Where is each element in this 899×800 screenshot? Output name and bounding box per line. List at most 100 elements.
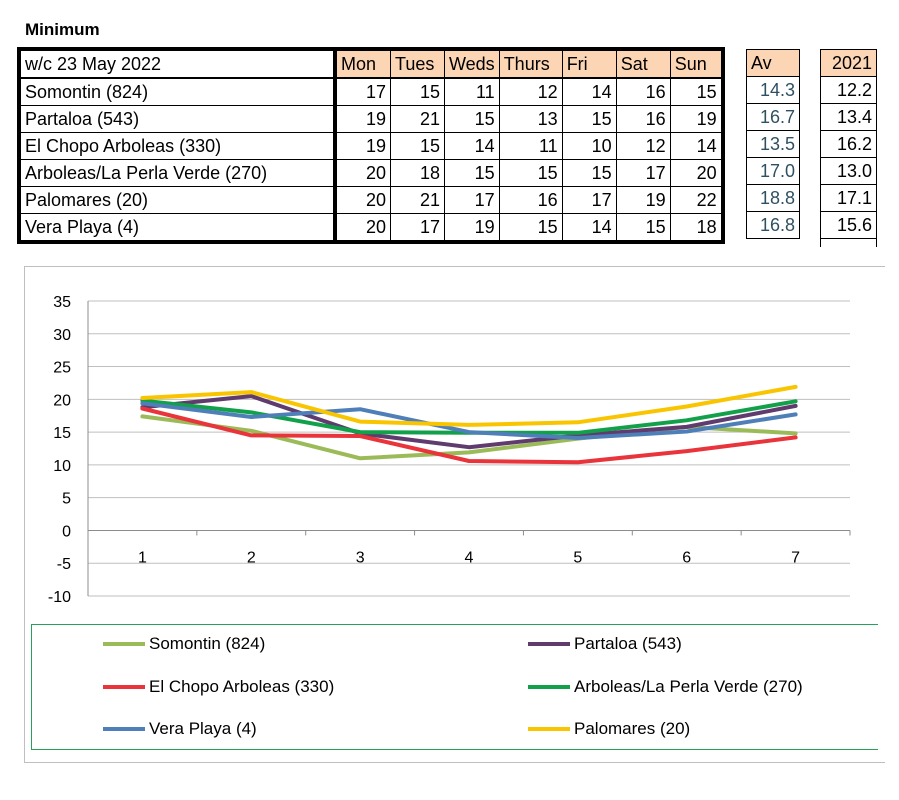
table-cell: 13	[498, 105, 563, 133]
year-cell: 13.0	[820, 157, 877, 185]
site-name: Partaloa (543)	[18, 105, 337, 133]
table-row: Vera Playa (4) 20 17 19 15 14 15 18	[18, 213, 724, 243]
y-tick-label: 25	[53, 360, 71, 377]
day-header-thurs: Thurs	[498, 48, 563, 79]
table-title: Minimum	[25, 20, 100, 39]
site-name: El Chopo Arboleas (330)	[18, 132, 337, 160]
x-tick-label: 5	[573, 549, 582, 566]
y-tick-label: 0	[62, 523, 71, 540]
table-cell: 18	[669, 213, 724, 243]
average-table: Av 14.3 16.7 13.5 17.0 18.8 16.8	[746, 49, 800, 239]
legend-swatch	[103, 727, 145, 731]
table-cell: 19	[334, 132, 391, 160]
average-cell: 16.8	[746, 211, 800, 239]
table-cell: 17	[615, 159, 671, 187]
legend-label: El Chopo Arboleas (330)	[149, 677, 335, 696]
legend-swatch	[528, 642, 570, 646]
table-cell: 18	[390, 159, 445, 187]
legend-label: Arboleas/La Perla Verde (270)	[574, 677, 803, 696]
average-header: Av	[746, 49, 800, 77]
table-cell: 14	[561, 213, 617, 243]
table-cell: 20	[334, 213, 391, 243]
table-cell: 16	[615, 105, 671, 133]
table-cell: 19	[615, 186, 671, 214]
legend-item: Arboleas/La Perla Verde (270)	[528, 675, 803, 699]
legend-label: Somontin (824)	[149, 634, 266, 653]
legend-item: El Chopo Arboleas (330)	[103, 675, 334, 699]
legend-swatch	[528, 727, 570, 731]
table-cell: 20	[334, 159, 391, 187]
table-cell: 20	[334, 186, 391, 214]
table-cell: 12	[498, 77, 563, 106]
table-header-row: w/c 23 May 2022 Mon Tues Weds Thurs Fri …	[18, 48, 724, 79]
table-cell: 15	[498, 213, 563, 243]
table-cell: 17	[444, 186, 500, 214]
day-header-sat: Sat	[615, 48, 671, 79]
chart-legend	[31, 624, 878, 750]
table-cell: 17	[561, 186, 617, 214]
legend-item: Palomares (20)	[528, 717, 690, 741]
series-line	[140, 401, 798, 440]
table-cell: 15	[669, 77, 724, 106]
legend-label: Partaloa (543)	[574, 634, 682, 653]
legend-swatch	[103, 685, 145, 689]
table-cell: 20	[669, 159, 724, 187]
table-cell: 17	[390, 213, 445, 243]
table-cell: 16	[498, 186, 563, 214]
table-cell: 22	[669, 186, 724, 214]
table-cell: 19	[669, 105, 724, 133]
x-tick-label: 3	[356, 549, 365, 566]
table-cell: 11	[498, 132, 563, 160]
site-name: Vera Playa (4)	[18, 213, 337, 243]
series-line	[140, 406, 798, 465]
y-tick-label: 5	[62, 491, 71, 508]
series-line	[140, 414, 798, 461]
table-cell: 15	[444, 159, 500, 187]
site-name: Palomares (20)	[18, 186, 337, 214]
empty-cell	[820, 238, 877, 247]
year-cell: 16.2	[820, 130, 877, 158]
y-tick-label: -5	[57, 556, 71, 573]
table-row: Partaloa (543) 19 21 15 13 15 16 19	[18, 105, 724, 133]
x-tick-label: 2	[247, 549, 256, 566]
y-tick-label: 35	[53, 294, 71, 311]
series-line	[140, 394, 798, 450]
day-header-sun: Sun	[669, 48, 724, 79]
table-cell: 17	[334, 77, 391, 106]
table-cell: 15	[390, 77, 445, 106]
legend-label: Palomares (20)	[574, 719, 691, 738]
year-cell: 13.4	[820, 103, 877, 131]
y-tick-label: 20	[53, 392, 71, 409]
series-line	[140, 384, 798, 427]
year-header: 2021	[820, 49, 877, 77]
y-tick-label: -10	[48, 589, 71, 606]
legend-swatch	[103, 642, 145, 646]
day-header-fri: Fri	[561, 48, 617, 79]
legend-item: Somontin (824)	[103, 632, 265, 656]
x-tick-label: 7	[791, 549, 800, 566]
year-2021-table: 2021 12.2 13.4 16.2 13.0 17.1 15.6	[820, 49, 877, 247]
table-cell: 21	[390, 186, 445, 214]
table-cell: 11	[444, 77, 500, 106]
y-tick-label: 15	[53, 425, 71, 442]
legend-label: Vera Playa (4)	[149, 719, 257, 738]
chart-area	[24, 266, 885, 763]
site-name: Somontin (824)	[18, 77, 337, 106]
year-cell: 15.6	[820, 211, 877, 239]
week-label: w/c 23 May 2022	[18, 48, 337, 79]
y-tick-label: 10	[53, 458, 71, 475]
table-row: Palomares (20) 20 21 17 16 17 19 22	[18, 186, 724, 214]
x-tick-label: 1	[138, 549, 147, 566]
table-cell: 14	[669, 132, 724, 160]
legend-item: Vera Playa (4)	[103, 717, 257, 741]
year-cell: 12.2	[820, 76, 877, 104]
table-row: El Chopo Arboleas (330) 19 15 14 11 10 1…	[18, 132, 724, 160]
table-cell: 15	[615, 213, 671, 243]
day-header-tues: Tues	[390, 48, 445, 79]
table-cell: 15	[561, 105, 617, 133]
x-tick-label: 4	[465, 549, 474, 566]
table-cell: 15	[390, 132, 445, 160]
average-cell: 14.3	[746, 76, 800, 104]
x-tick-label: 6	[682, 549, 691, 566]
